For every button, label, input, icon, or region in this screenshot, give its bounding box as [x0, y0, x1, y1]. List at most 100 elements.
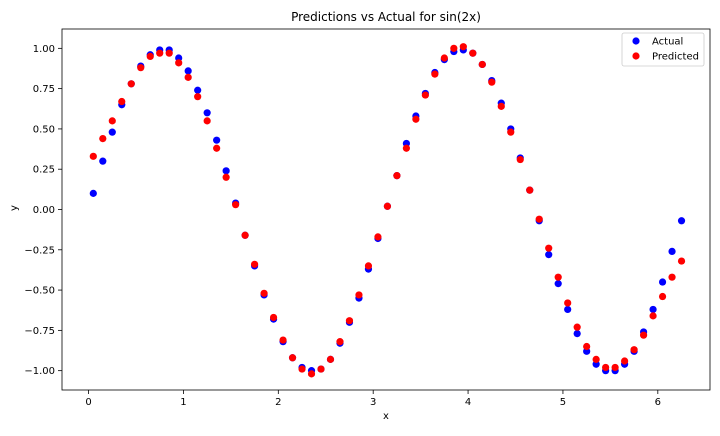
data-point-predicted	[279, 336, 287, 344]
y-tick-label: −0.50	[24, 286, 55, 297]
chart-title: Predictions vs Actual for sin(2x)	[291, 10, 481, 24]
data-point-actual	[564, 305, 572, 314]
data-point-predicted	[393, 172, 401, 180]
data-point-predicted	[203, 117, 211, 125]
data-point-predicted	[213, 144, 221, 152]
x-tick-label: 1	[180, 397, 186, 408]
data-point-predicted	[440, 54, 448, 62]
data-point-predicted	[677, 257, 686, 265]
y-tick-label: 0.00	[33, 205, 55, 216]
data-point-predicted	[156, 49, 164, 57]
data-point-predicted	[317, 365, 325, 373]
data-point-predicted	[298, 365, 306, 373]
legend: Actual Predicted	[621, 32, 705, 67]
data-point-predicted	[336, 338, 344, 346]
data-point-predicted	[241, 231, 249, 239]
data-point-predicted	[497, 102, 505, 110]
data-point-predicted	[374, 233, 382, 241]
data-point-predicted	[127, 80, 135, 88]
data-point-predicted	[526, 186, 534, 194]
data-point-predicted	[383, 202, 392, 210]
plot-area: 0 1 2 3 4 5 6 −1.00 −0.75 −0.50 −0.25 0.00 0.25 0.50 0…	[24, 28, 711, 408]
data-point-predicted	[450, 44, 458, 52]
data-point-actual	[668, 247, 676, 256]
data-point-predicted	[507, 128, 515, 136]
data-point-actual	[203, 109, 211, 117]
data-point-predicted	[545, 244, 553, 252]
data-point-predicted	[137, 64, 145, 72]
legend-label-predicted: Predicted	[652, 52, 699, 63]
data-point-predicted	[459, 43, 467, 51]
x-tick-label: 2	[275, 397, 281, 408]
data-point-predicted	[621, 357, 629, 365]
data-point-predicted	[583, 342, 591, 351]
data-point-predicted	[165, 49, 173, 57]
data-point-predicted	[412, 115, 420, 123]
data-point-actual	[213, 136, 221, 144]
data-point-predicted	[99, 134, 107, 143]
data-point-predicted	[146, 52, 154, 60]
data-point-predicted	[431, 70, 439, 78]
data-point-predicted	[630, 346, 638, 354]
data-point-predicted	[478, 60, 486, 69]
data-point-predicted	[269, 313, 278, 322]
data-point-predicted	[516, 155, 524, 164]
data-point-predicted	[564, 299, 572, 307]
data-point-predicted	[649, 312, 657, 320]
data-point-predicted	[535, 215, 543, 223]
data-point-predicted	[232, 201, 240, 209]
y-tick-label: −0.25	[24, 245, 55, 256]
data-point-predicted	[602, 363, 610, 372]
data-point-predicted	[364, 262, 373, 270]
data-point-predicted	[355, 291, 363, 299]
data-point-predicted	[658, 292, 667, 301]
data-point-actual	[89, 189, 97, 197]
data-point-predicted	[469, 49, 477, 57]
data-point-actual	[658, 278, 667, 286]
data-point-predicted	[222, 173, 230, 181]
data-point-actual	[108, 128, 116, 136]
data-point-predicted	[118, 97, 126, 106]
data-point-actual	[99, 157, 107, 165]
data-point-predicted	[288, 354, 297, 362]
legend-marker-predicted	[632, 52, 640, 60]
y-tick-label: −1.00	[24, 366, 55, 377]
data-point-predicted	[260, 289, 268, 297]
x-tick-label: 5	[560, 397, 566, 408]
data-point-predicted	[250, 260, 259, 268]
data-point-actual	[184, 67, 192, 75]
data-point-predicted	[421, 91, 429, 99]
legend-label-actual: Actual	[652, 37, 683, 48]
data-point-predicted	[639, 331, 648, 339]
data-point-predicted	[326, 355, 335, 363]
data-point-actual	[649, 305, 657, 314]
x-tick-label: 0	[85, 397, 91, 408]
data-point-predicted	[554, 273, 562, 281]
data-point-predicted	[592, 355, 600, 363]
data-point-predicted	[402, 144, 410, 152]
y-tick-label: 0.50	[33, 124, 55, 135]
x-tick-label: 3	[370, 397, 376, 408]
legend-marker-actual	[632, 37, 640, 45]
data-point-predicted	[108, 117, 116, 125]
y-tick-label: −0.75	[24, 326, 55, 337]
data-point-actual	[677, 217, 686, 225]
y-tick-label: 0.25	[33, 165, 55, 176]
x-axis-label: x	[383, 411, 389, 422]
y-axis-label: y	[9, 205, 20, 211]
series-predicted	[89, 43, 686, 378]
data-point-actual	[545, 251, 553, 259]
data-point-predicted	[307, 370, 316, 378]
y-tick-label: 1.00	[33, 44, 55, 55]
legend-box	[621, 32, 705, 67]
data-point-predicted	[345, 317, 354, 325]
data-point-actual	[194, 86, 202, 94]
data-point-predicted	[194, 93, 202, 101]
data-point-predicted	[89, 152, 97, 160]
x-tick-label: 4	[465, 397, 471, 408]
data-point-actual	[554, 280, 562, 288]
data-point-predicted	[184, 73, 192, 81]
data-point-actual	[573, 329, 581, 338]
